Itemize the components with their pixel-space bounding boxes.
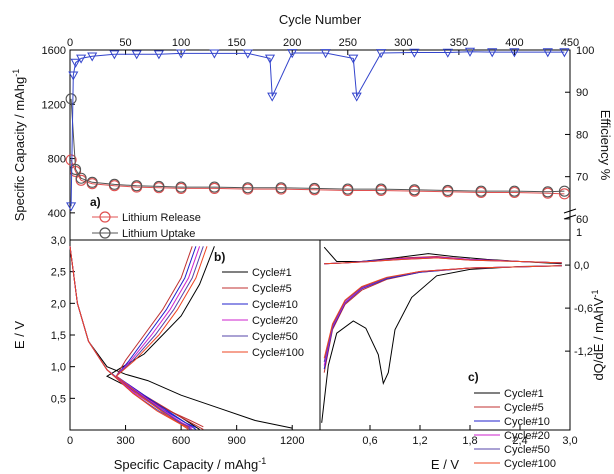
curve-charge-0 (107, 246, 214, 429)
panel-c-x-axis-title: E / V (431, 457, 460, 472)
legend-lithium-uptake: Lithium Uptake (122, 228, 195, 240)
legend-label: Cycle#20 (504, 430, 550, 442)
x-tick-label: 0 (67, 435, 73, 447)
top-tick-label: 200 (283, 37, 301, 49)
left-tick-label: 400 (48, 208, 66, 220)
panel-a-left-axis-title: Specific Capacity / mAhg-1 (11, 69, 27, 222)
left-tick-label: 800 (48, 154, 66, 166)
right-tick-label: 1 (576, 227, 582, 239)
legend-label: Cycle#5 (504, 402, 544, 414)
x-tick-label: 3,0 (562, 435, 577, 447)
legend-label: Cycle#1 (504, 388, 544, 400)
top-tick-label: 250 (339, 37, 357, 49)
right-tick-label: 80 (576, 129, 588, 141)
y-tick-label: 1,0 (51, 362, 66, 374)
legend-label: Cycle#20 (252, 315, 298, 327)
top-tick-label: 300 (394, 37, 412, 49)
top-tick-label: 350 (450, 37, 468, 49)
legend-label: Cycle#50 (252, 331, 298, 343)
curve-discharge-3 (70, 246, 192, 427)
panel-a-label: a) (90, 195, 101, 209)
panel-b-legend: Cycle#1 Cycle#5 Cycle#10 Cycle#20 Cycle#50 Cy… (222, 267, 304, 359)
series-line-2 (71, 52, 564, 207)
curve-reduction-4 (324, 266, 562, 362)
legend-label: Cycle#50 (504, 444, 550, 456)
panel-b-x-axis-title: Specific Capacity / mAhg-1 (114, 456, 267, 472)
x-tick-label: 0,6 (362, 435, 377, 447)
curve-reduction-1 (324, 266, 562, 373)
panel-b-label: b) (214, 250, 225, 264)
curve-discharge-2 (70, 246, 196, 427)
legend-label: Cycle#1 (252, 267, 292, 279)
y-tick-label: 3,0 (51, 235, 66, 247)
right-tick-label: 100 (576, 45, 594, 57)
top-tick-label: 0 (67, 37, 73, 49)
curve-oxidation-5 (324, 258, 562, 264)
left-tick-label: 1600 (42, 45, 66, 57)
panel-a-right-axis-title: Efficiency % (598, 110, 613, 181)
panel-a-plot: 0 50 100 150 200 250 300 350 400 4504008001200160… (42, 37, 595, 239)
panel-c-legend: Cycle#1 Cycle#5 Cycle#10 Cycle#20 Cycle#50 Cy… (474, 388, 556, 470)
panel-c-y-axis-title: dQ/dE / mAhV-1 (590, 289, 606, 380)
x-tick-label: 1,8 (462, 435, 477, 447)
curve-discharge-5 (70, 246, 189, 427)
curve-discharge-4 (70, 246, 190, 427)
x-tick-label: 1200 (280, 435, 304, 447)
panel-b-y-axis-title: E / V (12, 321, 27, 350)
x-tick-label: 900 (227, 435, 245, 447)
panel-c-plot: 0,6 1,2 1,8 2,4 3,00,0-0,6-1,2 (322, 247, 593, 447)
left-tick-label: 1200 (42, 99, 66, 111)
x-tick-label: 300 (116, 435, 134, 447)
y-tick-label: 0,5 (51, 393, 66, 405)
top-tick-label: 100 (172, 37, 190, 49)
right-tick-label: 90 (576, 87, 588, 99)
legend-lithium-release: Lithium Release (122, 212, 201, 224)
top-tick-label: 150 (227, 37, 245, 49)
right-tick-label: 60 (576, 214, 588, 226)
curve-reduction-2 (324, 266, 562, 369)
x-tick-label: 1,2 (412, 435, 427, 447)
legend-label: Cycle#100 (252, 347, 304, 359)
curve-reduction-3 (324, 266, 562, 366)
curve-charge-3 (116, 246, 199, 429)
curve-discharge-1 (70, 246, 203, 426)
panel-a-top-axis-title: Cycle Number (279, 12, 362, 27)
x-tick-label: 600 (172, 435, 190, 447)
y-tick-label: 1,5 (51, 330, 66, 342)
y-tick-label: 0,0 (574, 260, 589, 272)
legend-label: Cycle#100 (504, 458, 556, 470)
right-tick-label: 70 (576, 172, 588, 184)
y-tick-label: 2,5 (51, 267, 66, 279)
legend-label: Cycle#5 (252, 283, 292, 295)
series-line-1 (71, 99, 564, 192)
legend-label: Cycle#10 (252, 299, 298, 311)
panel-a-legend: Lithium Release Lithium Uptake (92, 212, 201, 240)
legend-label: Cycle#10 (504, 416, 550, 428)
panel-c-label: c) (468, 370, 479, 384)
top-tick-label: 50 (119, 37, 131, 49)
y-tick-label: 2,0 (51, 298, 66, 310)
curve-reduction-5 (324, 266, 562, 359)
top-tick-label: 400 (505, 37, 523, 49)
